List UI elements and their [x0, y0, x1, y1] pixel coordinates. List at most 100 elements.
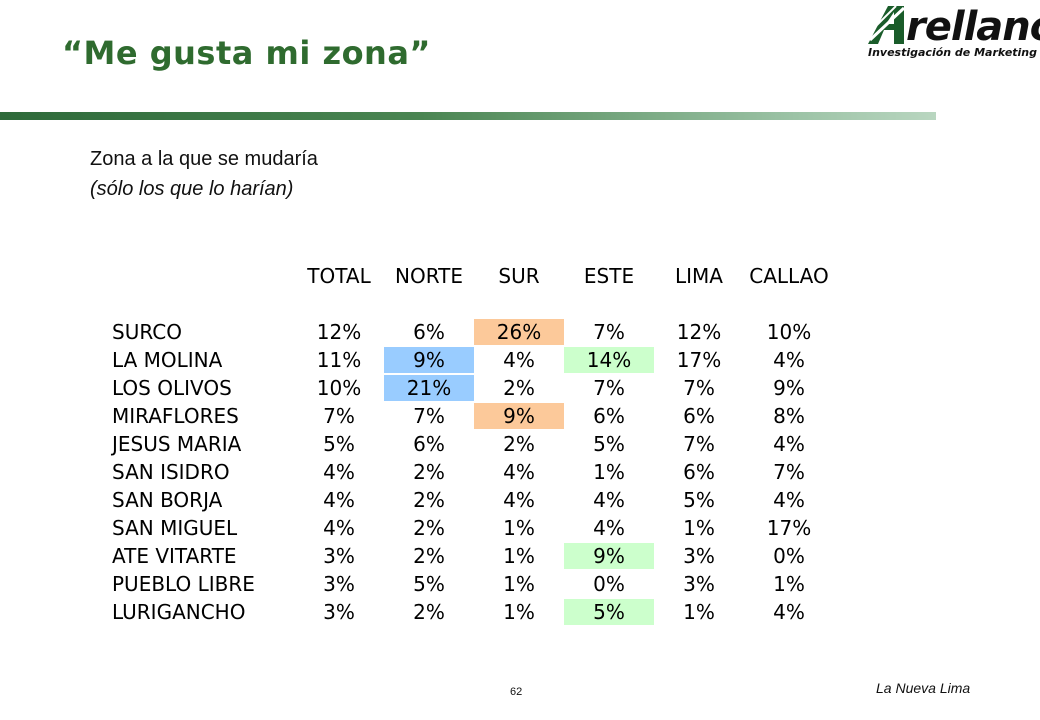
cell-value: 4%: [503, 460, 535, 484]
cell-value: 2%: [413, 460, 445, 484]
table-cell: 9%: [744, 374, 834, 402]
highlighted-value: 9%: [564, 543, 654, 569]
table-cell: 1%: [654, 598, 744, 626]
table-cell: 7%: [654, 374, 744, 402]
table-cell: 12%: [654, 318, 744, 346]
column-header: SUR: [498, 264, 540, 288]
table-cell: 3%: [654, 542, 744, 570]
table-cell: 2%: [384, 598, 474, 626]
table-cell: 2%: [384, 542, 474, 570]
table-cell: 4%: [294, 514, 384, 542]
logo-a-mark-icon: [867, 5, 906, 44]
table-cell: 21%: [384, 374, 474, 402]
row-label: SURCO: [112, 320, 182, 344]
table-row: JESUS MARIA 5% 6% 2% 5% 7% 4%: [112, 430, 834, 458]
cell-value: 1%: [683, 600, 715, 624]
table-cell: 4%: [744, 598, 834, 626]
column-header: LIMA: [675, 264, 723, 288]
table-cell: 11%: [294, 346, 384, 374]
table-cell: 5%: [564, 430, 654, 458]
cell-value: 4%: [773, 488, 805, 512]
cell-value: 12%: [676, 320, 722, 344]
cell-value: 1%: [503, 544, 535, 568]
table-row: LOS OLIVOS 10% 21% 2% 7% 7% 9%: [112, 374, 834, 402]
cell-value: 2%: [503, 432, 535, 456]
table-cell: 5%: [564, 598, 654, 626]
table-cell: 3%: [294, 542, 384, 570]
table-row: SAN ISIDRO 4% 2% 4% 1% 6% 7%: [112, 458, 834, 486]
table-cell: 9%: [474, 402, 564, 430]
cell-value: 6%: [413, 320, 445, 344]
table-cell: 10%: [744, 318, 834, 346]
cell-value: 17%: [766, 516, 812, 540]
table-cell: 4%: [744, 486, 834, 514]
table-cell: 4%: [564, 486, 654, 514]
table-cell: 17%: [654, 346, 744, 374]
highlighted-value: 14%: [564, 347, 654, 373]
cell-value: 4%: [773, 348, 805, 372]
table-cell: 1%: [474, 542, 564, 570]
table-cell: 6%: [384, 430, 474, 458]
highlighted-value: 21%: [384, 375, 474, 401]
table-row: LA MOLINA 11% 9% 4% 14% 17% 4%: [112, 346, 834, 374]
cell-value: 2%: [413, 600, 445, 624]
row-label: JESUS MARIA: [112, 432, 242, 456]
table-cell: 7%: [744, 458, 834, 486]
cell-value: 6%: [683, 460, 715, 484]
table-cell: 4%: [474, 346, 564, 374]
cell-value: 4%: [503, 488, 535, 512]
cell-value: 10%: [766, 320, 812, 344]
table-cell: 2%: [474, 430, 564, 458]
table-cell: 2%: [384, 514, 474, 542]
highlighted-value: 9%: [474, 403, 564, 429]
cell-value: 1%: [683, 516, 715, 540]
header-blank: [112, 264, 294, 318]
column-header: TOTAL: [307, 264, 371, 288]
logo-wordmark: rellano: [906, 4, 1040, 50]
cell-value: 2%: [413, 488, 445, 512]
cell-value: 1%: [593, 460, 625, 484]
slide-title: “Me gusta mi zona”: [62, 34, 431, 72]
table-cell: 5%: [384, 570, 474, 598]
header-divider: [0, 112, 936, 120]
table-cell: 4%: [474, 486, 564, 514]
cell-value: 5%: [413, 572, 445, 596]
cell-value: 1%: [503, 600, 535, 624]
table-row: LURIGANCHO 3% 2% 1% 5% 1% 4%: [112, 598, 834, 626]
table-cell: 1%: [474, 570, 564, 598]
cell-value: 2%: [413, 516, 445, 540]
table-cell: 4%: [294, 458, 384, 486]
cell-value: 4%: [593, 516, 625, 540]
cell-value: 4%: [323, 516, 355, 540]
cell-value: 2%: [503, 376, 535, 400]
highlighted-value: 9%: [384, 347, 474, 373]
column-header: ESTE: [583, 264, 635, 288]
table-row: ATE VITARTE 3% 2% 1% 9% 3% 0%: [112, 542, 834, 570]
table-cell: 7%: [564, 374, 654, 402]
table-cell: 6%: [654, 458, 744, 486]
table-cell: 7%: [654, 430, 744, 458]
cell-value: 3%: [323, 600, 355, 624]
table-cell: 4%: [744, 430, 834, 458]
cell-value: 3%: [323, 544, 355, 568]
slide-subtitle-note: (sólo los que lo harían): [90, 178, 294, 200]
cell-value: 5%: [323, 432, 355, 456]
cell-value: 2%: [413, 544, 445, 568]
cell-value: 4%: [773, 600, 805, 624]
cell-value: 11%: [316, 348, 362, 372]
table-cell: 2%: [384, 486, 474, 514]
table-cell: 14%: [564, 346, 654, 374]
cell-value: 1%: [773, 572, 805, 596]
cell-value: 3%: [683, 572, 715, 596]
row-label: ATE VITARTE: [112, 544, 237, 568]
cell-value: 7%: [593, 376, 625, 400]
cell-value: 1%: [503, 572, 535, 596]
table-cell: 6%: [384, 318, 474, 346]
table-cell: 1%: [474, 598, 564, 626]
page-number: 62: [510, 686, 523, 698]
table-cell: 3%: [654, 570, 744, 598]
row-label: LURIGANCHO: [112, 600, 246, 624]
cell-value: 9%: [773, 376, 805, 400]
table-cell: 4%: [744, 346, 834, 374]
cell-value: 17%: [676, 348, 722, 372]
